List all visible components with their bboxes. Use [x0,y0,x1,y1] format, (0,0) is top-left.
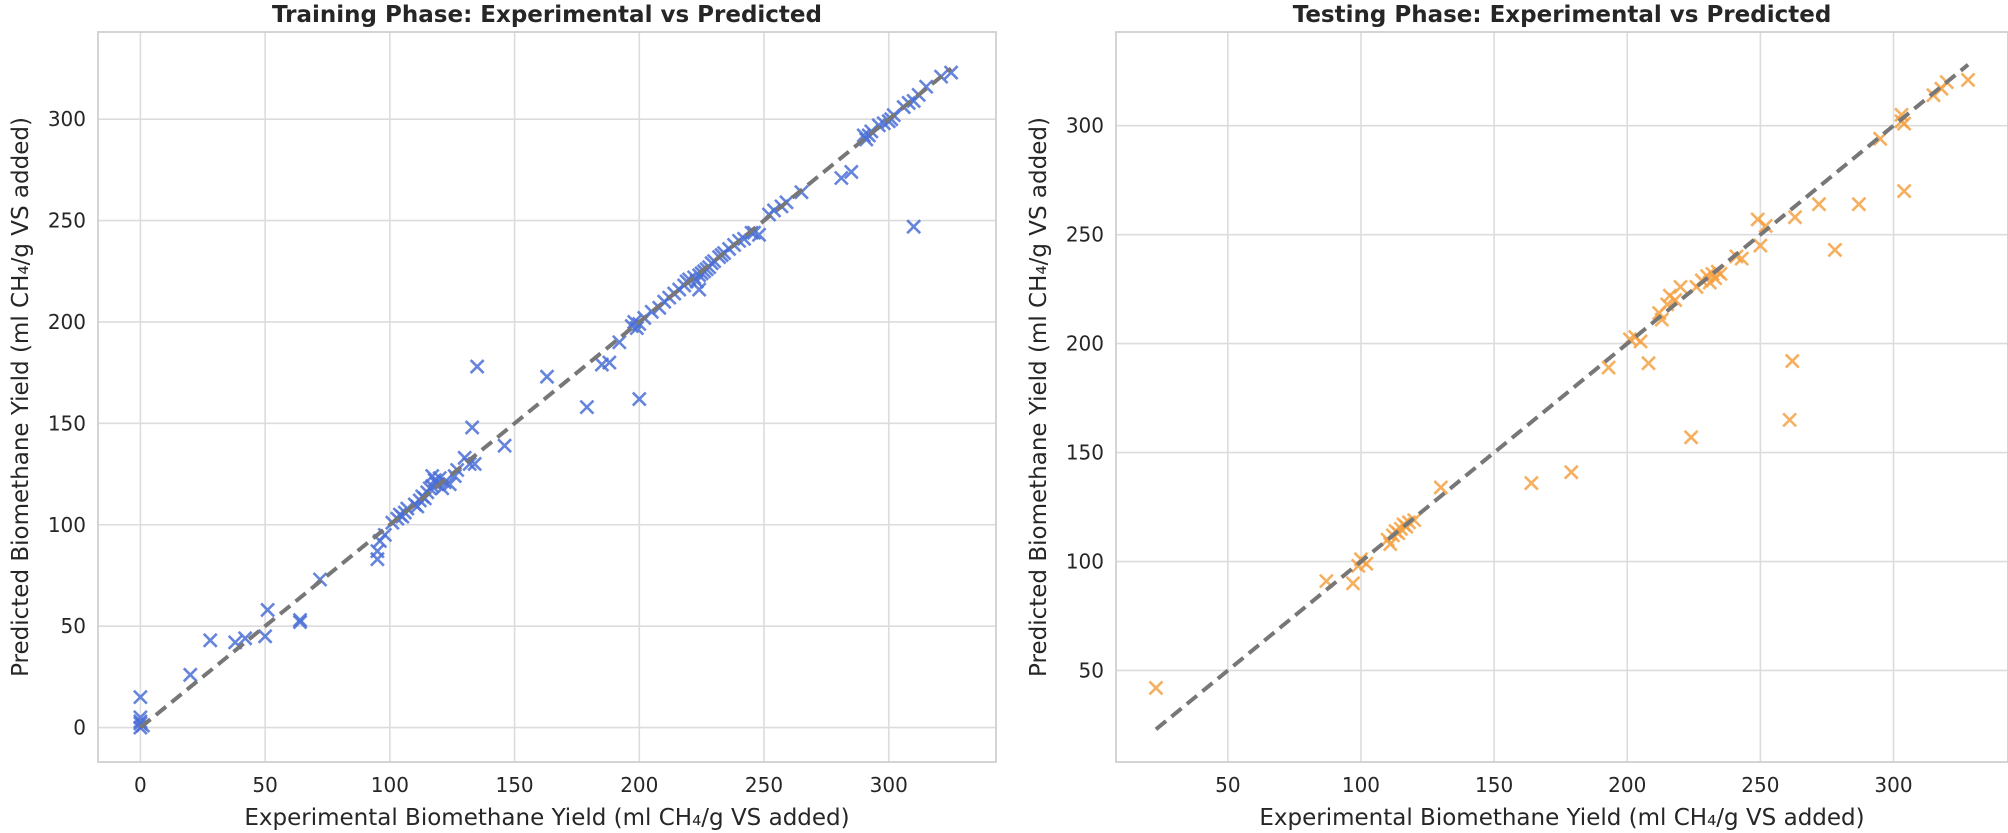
testing-data-point [1784,353,1800,369]
y-tick-label: 50 [61,614,86,638]
training-data-point [464,419,480,435]
training-data-point [539,369,555,385]
training-data-point [292,612,308,628]
training-data-point [631,391,647,407]
chart-title: Testing Phase: Experimental vs Predicted [1293,2,1832,28]
training-data-point [257,628,273,644]
testing-data-point [1758,218,1774,234]
training-data-point [691,282,707,297]
x-tick-label: 0 [134,773,147,797]
y-tick-label: 150 [1066,441,1104,465]
testing-data-point [1811,196,1827,212]
x-tick-label: 150 [495,773,533,797]
training-data-point [601,355,617,370]
training-data-point [833,170,849,186]
y-tick-label: 100 [1066,550,1104,574]
training-data-point [260,602,276,618]
x-tick-label: 150 [1475,773,1513,797]
x-axis-label: Experimental Biomethane Yield (ml CH₄/g … [1259,805,1864,831]
training-data-point [237,630,253,646]
y-axis-label: Predicted Biomethane Yield (ml CH₄/g VS … [8,117,34,677]
testing-data-point [1752,238,1768,253]
plot-frame [1115,31,2008,763]
training-data-point [462,456,478,472]
testing-data-point [1601,360,1617,376]
y-tick-label: 300 [48,107,86,131]
training-data-point [843,164,859,180]
testing-data-point [1563,464,1579,480]
training-data-point [292,614,308,630]
testing-data-point [1896,183,1912,199]
training-data-point [469,359,485,375]
testing-data-point [1851,196,1867,212]
identity-line [139,66,953,730]
plot-frame [97,31,997,763]
testing-data-point [1673,279,1688,295]
x-tick-label: 250 [745,773,783,797]
y-tick-label: 200 [1066,332,1104,356]
testing-data-point [1683,429,1699,445]
x-axis-label: Experimental Biomethane Yield (ml CH₄/g … [244,805,849,831]
testing-data-point [1523,475,1539,491]
x-tick-label: 300 [1874,773,1912,797]
testing-data-point [1433,480,1449,495]
training-data-point [906,219,922,235]
y-tick-label: 0 [73,716,86,740]
testing-data-point [1148,680,1164,696]
training-data-point [943,65,959,80]
x-tick-label: 200 [620,773,658,797]
x-tick-label: 200 [1608,773,1646,797]
y-tick-label: 250 [48,209,86,233]
testing-scatter-chart: 50 100 150 200 250 300 50 100 150 200 250 300 Testin… [1026,2,2008,831]
testing-data-point [1894,107,1909,123]
testing-data-point [1827,242,1843,258]
testing-data-point [1782,412,1798,428]
training-data-point [182,667,198,683]
training-data-point [611,334,627,350]
x-tick-label: 100 [371,773,409,797]
training-data-point [132,689,148,705]
training-data-point [579,399,595,415]
y-tick-label: 50 [1079,658,1104,682]
testing-data-point [1654,312,1670,328]
x-tick-label: 50 [1215,773,1240,797]
testing-data-point [1345,575,1361,591]
testing-data-point [1667,292,1683,308]
testing-data-point [1960,72,1976,88]
x-tick-label: 250 [1741,773,1779,797]
y-tick-label: 200 [48,310,86,334]
y-axis-label: Predicted Biomethane Yield (ml CH₄/g VS … [1026,117,1052,677]
y-tick-label: 250 [1066,223,1104,247]
training-scatter-chart: 0 50 100 150 200 250 300 0 50 100 150 200 250 300 Trai… [8,2,997,831]
y-tick-label: 100 [48,513,86,537]
x-tick-label: 50 [252,773,277,797]
training-data-point [497,438,513,454]
testing-data-point [1787,209,1803,225]
testing-data-point [1382,536,1398,552]
testing-data-point [1641,355,1656,371]
training-data-point [202,632,218,648]
y-tick-label: 300 [1066,114,1104,138]
y-tick-label: 150 [48,411,86,435]
x-tick-label: 300 [870,773,908,797]
identity-line [1154,63,1970,731]
x-tick-label: 100 [1342,773,1380,797]
chart-title: Training Phase: Experimental vs Predicte… [272,2,822,28]
